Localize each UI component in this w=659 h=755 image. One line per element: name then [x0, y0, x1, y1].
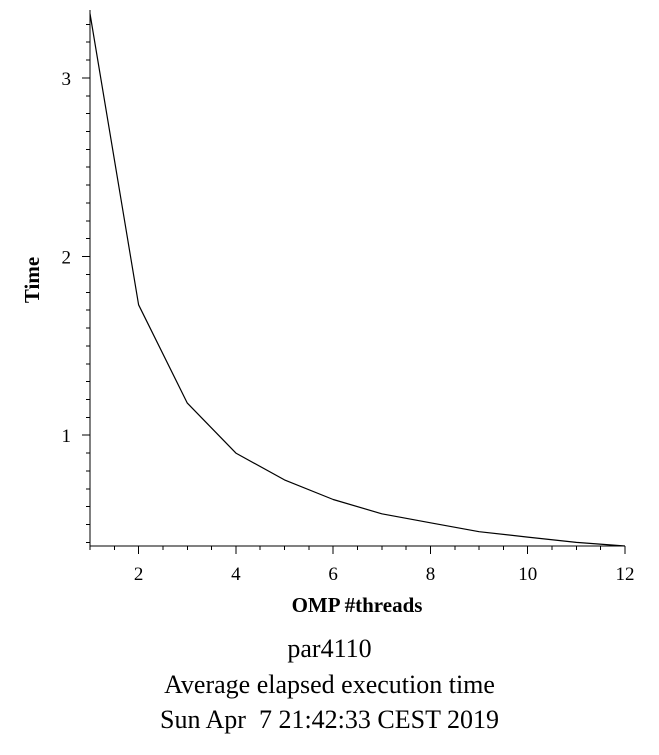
x-axis-title: OMP #threads	[292, 593, 423, 617]
y-tick-label: 3	[62, 69, 72, 90]
caption-timestamp: Sun Apr 7 21:42:33 CEST 2019	[159, 705, 499, 734]
y-axis-title: Time	[20, 257, 44, 303]
x-tick-label: 12	[616, 564, 635, 585]
x-tick-label: 6	[328, 564, 338, 585]
x-tick-label: 4	[231, 564, 241, 585]
x-tick-label: 2	[134, 564, 144, 585]
y-tick-label: 1	[62, 426, 72, 447]
series-line	[89, 13, 626, 547]
caption-host: par4110	[287, 634, 372, 663]
y-tick-label: 2	[62, 248, 72, 269]
series-group	[89, 13, 626, 547]
x-tick-label: 8	[426, 564, 436, 585]
x-tick-label: 10	[518, 564, 537, 585]
caption-title: Average elapsed execution time	[164, 670, 495, 699]
